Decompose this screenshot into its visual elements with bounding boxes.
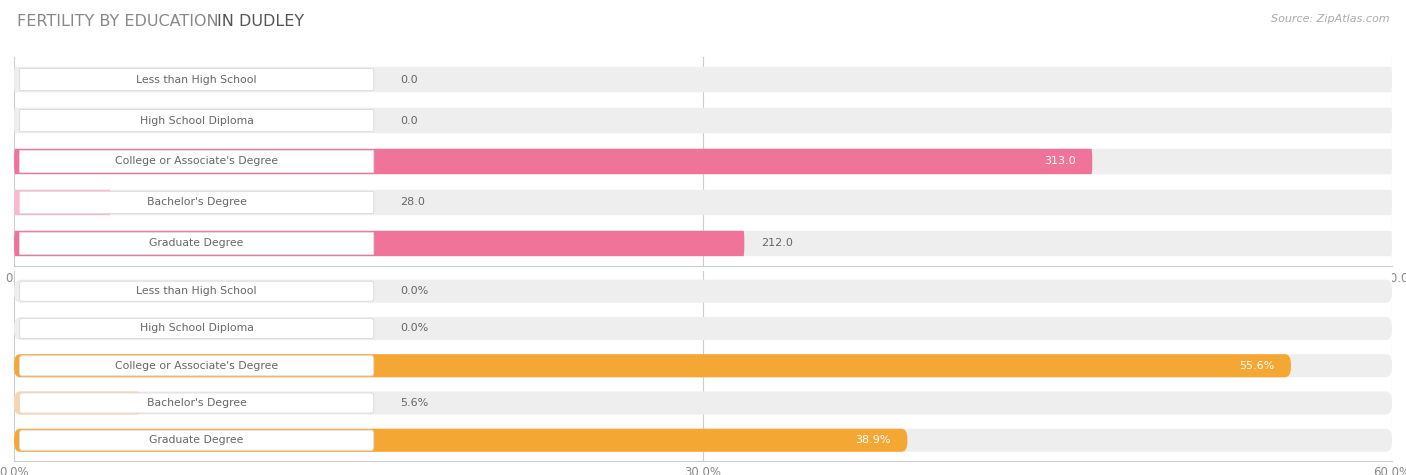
- Text: 212.0: 212.0: [761, 238, 793, 248]
- Text: Source: ZipAtlas.com: Source: ZipAtlas.com: [1271, 14, 1389, 24]
- Text: IN DUDLEY: IN DUDLEY: [218, 14, 305, 29]
- Text: Graduate Degree: Graduate Degree: [149, 435, 243, 445]
- FancyBboxPatch shape: [20, 232, 374, 255]
- FancyBboxPatch shape: [14, 354, 1291, 377]
- FancyBboxPatch shape: [20, 393, 374, 413]
- Text: 38.9%: 38.9%: [855, 435, 891, 445]
- Text: 0.0%: 0.0%: [399, 286, 427, 296]
- FancyBboxPatch shape: [14, 354, 1392, 377]
- Text: Bachelor's Degree: Bachelor's Degree: [146, 398, 246, 408]
- FancyBboxPatch shape: [14, 149, 1392, 174]
- FancyBboxPatch shape: [14, 231, 744, 256]
- Text: 0.0: 0.0: [399, 75, 418, 85]
- Text: Less than High School: Less than High School: [136, 286, 257, 296]
- Text: Bachelor's Degree: Bachelor's Degree: [146, 198, 246, 208]
- FancyBboxPatch shape: [20, 109, 374, 132]
- Text: High School Diploma: High School Diploma: [139, 115, 253, 125]
- FancyBboxPatch shape: [14, 280, 1392, 303]
- Text: Less than High School: Less than High School: [136, 75, 257, 85]
- FancyBboxPatch shape: [14, 190, 111, 215]
- FancyBboxPatch shape: [20, 151, 374, 172]
- FancyBboxPatch shape: [14, 429, 907, 452]
- Text: 55.6%: 55.6%: [1239, 361, 1274, 371]
- Text: 28.0: 28.0: [399, 198, 425, 208]
- Text: FERTILITY BY EDUCATION: FERTILITY BY EDUCATION: [17, 14, 224, 29]
- Text: 313.0: 313.0: [1045, 156, 1076, 167]
- FancyBboxPatch shape: [14, 391, 142, 415]
- FancyBboxPatch shape: [14, 231, 1392, 256]
- FancyBboxPatch shape: [14, 190, 1392, 215]
- FancyBboxPatch shape: [20, 318, 374, 339]
- Text: College or Associate's Degree: College or Associate's Degree: [115, 361, 278, 371]
- FancyBboxPatch shape: [20, 356, 374, 376]
- FancyBboxPatch shape: [14, 391, 1392, 415]
- FancyBboxPatch shape: [20, 430, 374, 450]
- FancyBboxPatch shape: [14, 317, 1392, 340]
- FancyBboxPatch shape: [20, 191, 374, 214]
- FancyBboxPatch shape: [14, 67, 1392, 92]
- Text: Graduate Degree: Graduate Degree: [149, 238, 243, 248]
- Text: High School Diploma: High School Diploma: [139, 323, 253, 333]
- Text: College or Associate's Degree: College or Associate's Degree: [115, 156, 278, 167]
- Text: 0.0%: 0.0%: [399, 323, 427, 333]
- FancyBboxPatch shape: [20, 68, 374, 91]
- FancyBboxPatch shape: [14, 149, 1092, 174]
- FancyBboxPatch shape: [14, 429, 1392, 452]
- FancyBboxPatch shape: [14, 108, 1392, 133]
- FancyBboxPatch shape: [20, 281, 374, 301]
- Text: 0.0: 0.0: [399, 115, 418, 125]
- Text: 5.6%: 5.6%: [399, 398, 427, 408]
